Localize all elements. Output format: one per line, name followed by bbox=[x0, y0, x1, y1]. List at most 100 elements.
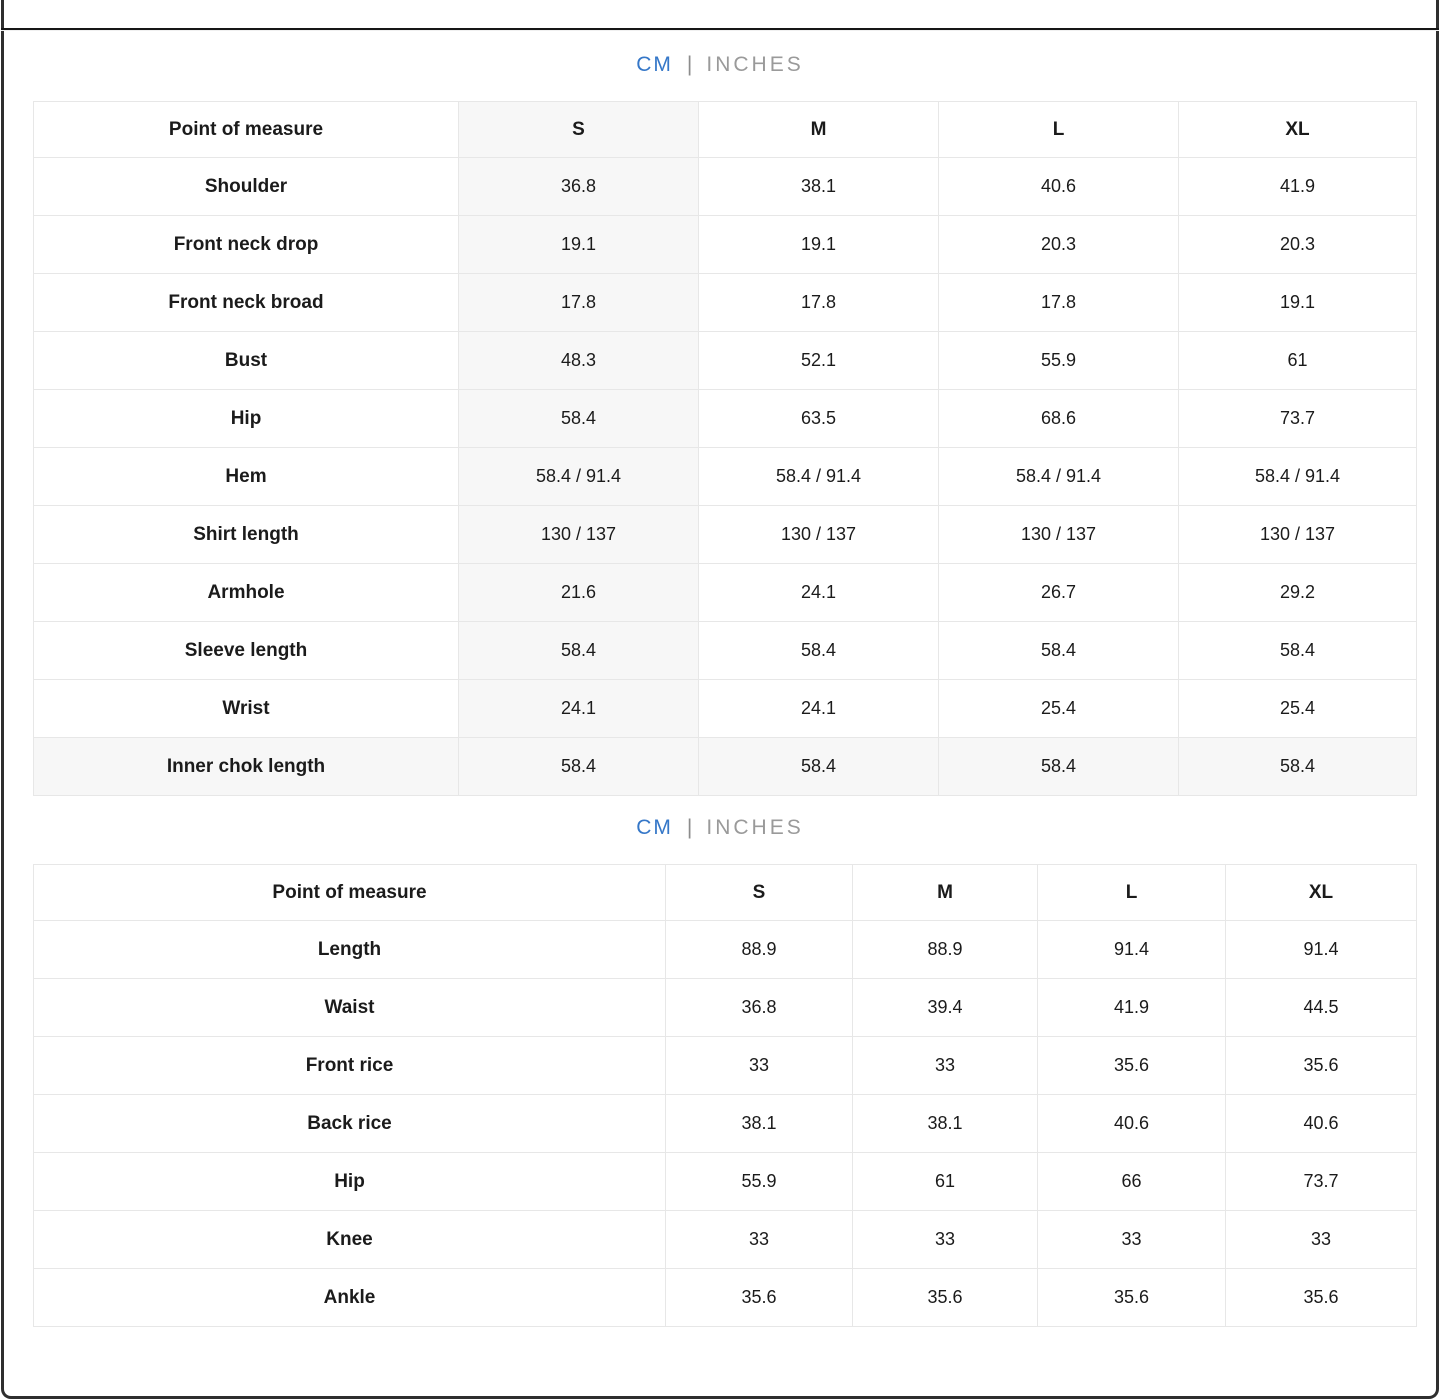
measure-label: Inner chok length bbox=[33, 737, 459, 796]
header-row: Point of measure S M L XL bbox=[33, 864, 1417, 921]
col-header-size: S bbox=[665, 864, 853, 921]
col-header-size: XL bbox=[1178, 101, 1417, 158]
measure-value: 58.4 / 91.4 bbox=[458, 447, 699, 506]
measure-value: 88.9 bbox=[852, 920, 1038, 979]
measure-value: 41.9 bbox=[1037, 978, 1226, 1037]
table-row: Front neck broad 17.8 17.8 17.8 19.1 bbox=[33, 273, 1417, 332]
measure-value: 58.4 / 91.4 bbox=[698, 447, 939, 506]
measure-value: 91.4 bbox=[1225, 920, 1417, 979]
measure-value: 36.8 bbox=[458, 157, 699, 216]
col-header-point-of-measure: Point of measure bbox=[33, 864, 666, 921]
measure-label: Armhole bbox=[33, 563, 459, 622]
table-row: Bust 48.3 52.1 55.9 61 bbox=[33, 331, 1417, 390]
measure-value: 58.4 bbox=[458, 737, 699, 796]
measure-value: 17.8 bbox=[938, 273, 1179, 332]
measure-label: Front rice bbox=[33, 1036, 666, 1095]
measure-value: 73.7 bbox=[1178, 389, 1417, 448]
measure-value: 38.1 bbox=[665, 1094, 853, 1153]
table-row: Front rice 33 33 35.6 35.6 bbox=[33, 1036, 1417, 1095]
measure-value: 17.8 bbox=[698, 273, 939, 332]
measure-value: 35.6 bbox=[1225, 1268, 1417, 1327]
measure-label: Wrist bbox=[33, 679, 459, 738]
measure-value: 48.3 bbox=[458, 331, 699, 390]
measure-value: 17.8 bbox=[458, 273, 699, 332]
measure-label: Knee bbox=[33, 1210, 666, 1269]
unit-toggle-divider: | bbox=[686, 53, 693, 76]
measure-value: 55.9 bbox=[665, 1152, 853, 1211]
unit-cm-button[interactable]: CM bbox=[636, 53, 673, 76]
col-header-size: XL bbox=[1225, 864, 1417, 921]
measure-value: 40.6 bbox=[1225, 1094, 1417, 1153]
measure-value: 130 / 137 bbox=[1178, 505, 1417, 564]
table-row: Sleeve length 58.4 58.4 58.4 58.4 bbox=[33, 621, 1417, 680]
size-chart-content: CM | INCHES Point of measure S M L XL Shoulder 3… bbox=[4, 31, 1436, 1396]
unit-toggle: CM | INCHES bbox=[4, 31, 1436, 77]
measure-value: 36.8 bbox=[665, 978, 853, 1037]
col-header-point-of-measure: Point of measure bbox=[33, 101, 459, 158]
measure-value: 33 bbox=[1225, 1210, 1417, 1269]
table-row: Length 88.9 88.9 91.4 91.4 bbox=[33, 920, 1417, 979]
measure-label: Front neck broad bbox=[33, 273, 459, 332]
measure-label: Waist bbox=[33, 978, 666, 1037]
measure-value: 38.1 bbox=[852, 1094, 1038, 1153]
measure-value: 20.3 bbox=[938, 215, 1179, 274]
table-row: Back rice 38.1 38.1 40.6 40.6 bbox=[33, 1094, 1417, 1153]
unit-toggle-divider: | bbox=[686, 816, 693, 839]
unit-inches-button[interactable]: INCHES bbox=[706, 816, 804, 839]
measure-value: 24.1 bbox=[458, 679, 699, 738]
measure-value: 33 bbox=[665, 1210, 853, 1269]
header-row: Point of measure S M L XL bbox=[33, 101, 1417, 158]
unit-toggle: CM | INCHES bbox=[4, 796, 1436, 840]
measure-value: 35.6 bbox=[852, 1268, 1038, 1327]
col-header-size: M bbox=[852, 864, 1038, 921]
measure-value: 35.6 bbox=[665, 1268, 853, 1327]
panel-top-divider bbox=[1, 28, 1439, 31]
measure-value: 58.4 bbox=[698, 621, 939, 680]
measure-value: 40.6 bbox=[938, 157, 1179, 216]
measure-value: 33 bbox=[665, 1036, 853, 1095]
measure-value: 58.4 / 91.4 bbox=[938, 447, 1179, 506]
measure-label: Hem bbox=[33, 447, 459, 506]
measure-value: 88.9 bbox=[665, 920, 853, 979]
measure-value: 24.1 bbox=[698, 563, 939, 622]
measure-value: 35.6 bbox=[1037, 1268, 1226, 1327]
col-header-size: M bbox=[698, 101, 939, 158]
table-row: Ankle 35.6 35.6 35.6 35.6 bbox=[33, 1268, 1417, 1327]
measure-value: 33 bbox=[1037, 1210, 1226, 1269]
pants-chart-section: CM | INCHES Point of measure S M L XL Length 88.… bbox=[4, 796, 1436, 1327]
pants-size-table: Point of measure S M L XL Length 88.9 88.9 91.4 9… bbox=[33, 864, 1417, 1327]
measure-value: 41.9 bbox=[1178, 157, 1417, 216]
table-row: Inner chok length 58.4 58.4 58.4 58.4 bbox=[33, 737, 1417, 796]
measure-value: 55.9 bbox=[938, 331, 1179, 390]
measure-value: 26.7 bbox=[938, 563, 1179, 622]
measure-label: Hip bbox=[33, 1152, 666, 1211]
unit-inches-button[interactable]: INCHES bbox=[706, 53, 804, 76]
table-row: Hem 58.4 / 91.4 58.4 / 91.4 58.4 / 91.4 58.4… bbox=[33, 447, 1417, 506]
unit-cm-button[interactable]: CM bbox=[636, 816, 673, 839]
measure-value: 73.7 bbox=[1225, 1152, 1417, 1211]
table-row: Waist 36.8 39.4 41.9 44.5 bbox=[33, 978, 1417, 1037]
measure-label: Bust bbox=[33, 331, 459, 390]
col-header-size: S bbox=[458, 101, 699, 158]
measure-label: Hip bbox=[33, 389, 459, 448]
measure-value: 63.5 bbox=[698, 389, 939, 448]
measure-value: 35.6 bbox=[1037, 1036, 1226, 1095]
table-row: Hip 55.9 61 66 73.7 bbox=[33, 1152, 1417, 1211]
measure-value: 58.4 bbox=[1178, 737, 1417, 796]
table-row: Armhole 21.6 24.1 26.7 29.2 bbox=[33, 563, 1417, 622]
measure-label: Shirt length bbox=[33, 505, 459, 564]
table-row: Front neck drop 19.1 19.1 20.3 20.3 bbox=[33, 215, 1417, 274]
measure-value: 25.4 bbox=[938, 679, 1179, 738]
table-row: Shirt length 130 / 137 130 / 137 130 / 137 1… bbox=[33, 505, 1417, 564]
table-row: Hip 58.4 63.5 68.6 73.7 bbox=[33, 389, 1417, 448]
measure-value: 38.1 bbox=[698, 157, 939, 216]
measure-label: Shoulder bbox=[33, 157, 459, 216]
measure-value: 25.4 bbox=[1178, 679, 1417, 738]
measure-value: 24.1 bbox=[698, 679, 939, 738]
table-row: Knee 33 33 33 33 bbox=[33, 1210, 1417, 1269]
measure-value: 58.4 bbox=[458, 621, 699, 680]
measure-value: 52.1 bbox=[698, 331, 939, 390]
measure-value: 19.1 bbox=[698, 215, 939, 274]
measure-value: 21.6 bbox=[458, 563, 699, 622]
measure-value: 39.4 bbox=[852, 978, 1038, 1037]
